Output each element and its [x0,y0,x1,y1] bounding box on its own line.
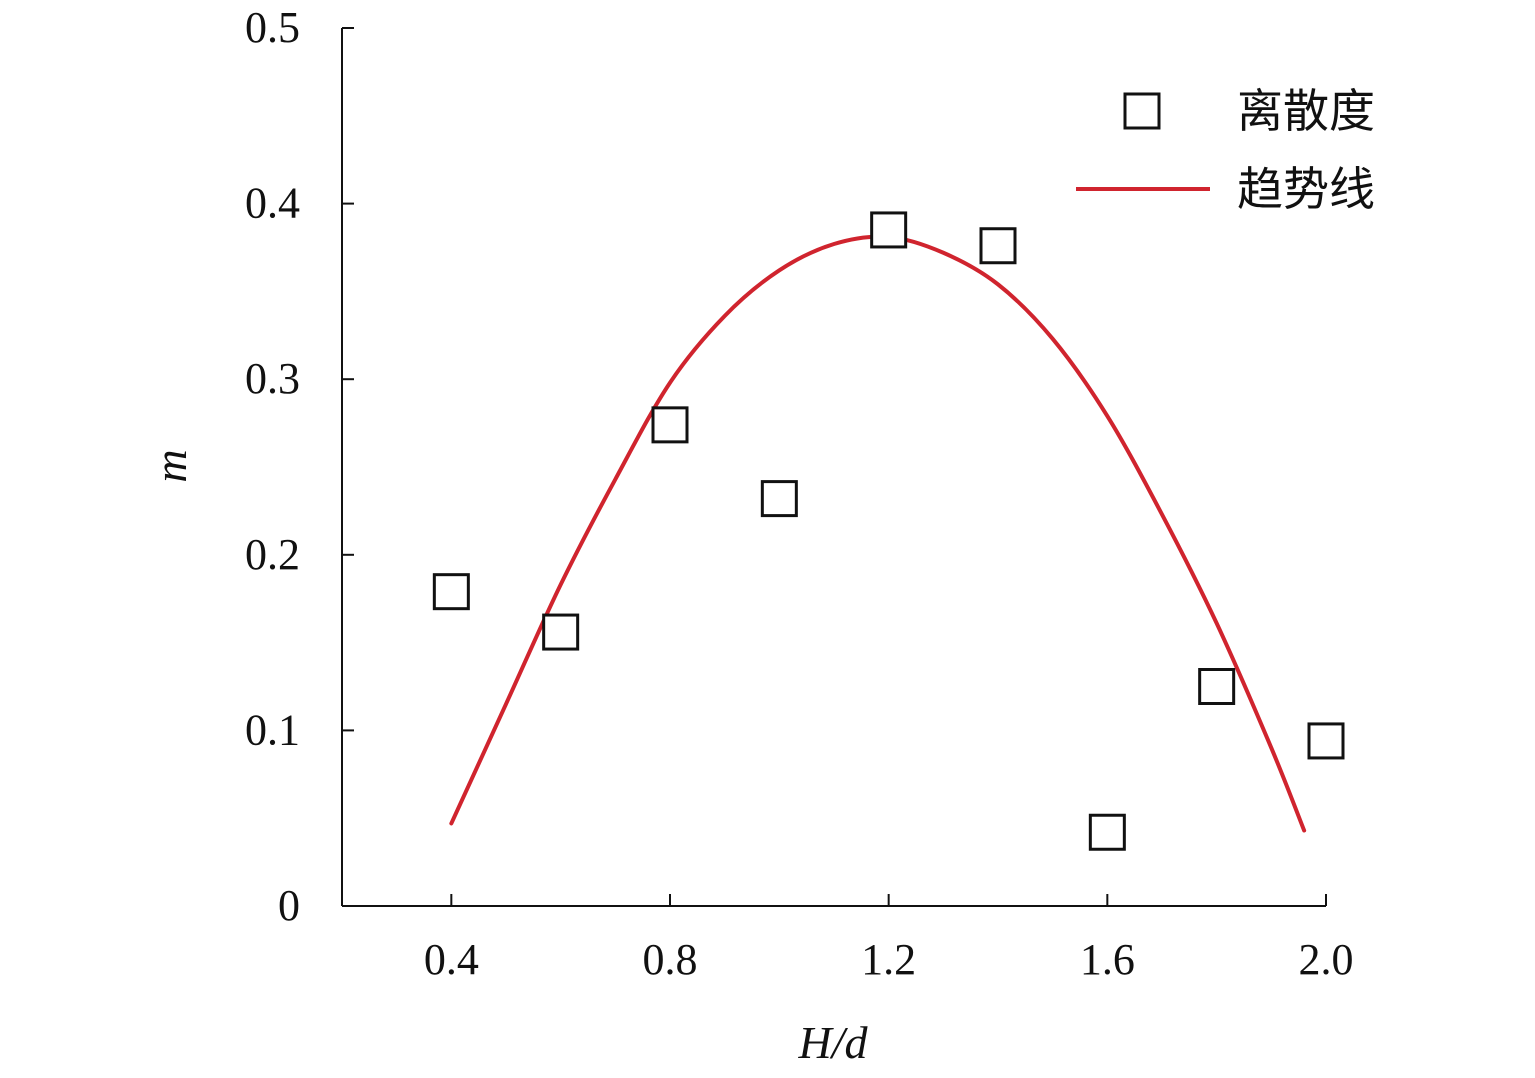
legend-label-trend: 趋势线 [1237,162,1375,216]
y-tick-label: 0.1 [245,705,300,754]
scatter-point [1307,722,1345,760]
y-tick-label: 0.5 [245,3,300,52]
legend-marker-scatter [1123,92,1161,130]
x-tick-label: 1.6 [1080,935,1135,984]
scatter-point [870,211,908,249]
y-tick-label: 0.4 [245,179,300,228]
scatter-point [1088,813,1126,851]
axes: 0 0.1 0.2 0.3 0.4 0.5 0.4 0.8 1.2 1.6 2.0 [245,3,1354,984]
y-tick-label: 0.2 [245,530,300,579]
scatter-point [760,480,798,518]
x-tick-label: 1.2 [861,935,916,984]
scatter-point [651,406,689,444]
trend-line-layer [449,234,1307,833]
y-tick-label: 0 [278,881,300,930]
y-axis-title: m [145,449,196,482]
scatter-points-layer [432,211,1345,851]
x-tick-label: 2.0 [1299,935,1354,984]
trend-line [449,234,1307,833]
x-tick-label: 0.4 [424,935,479,984]
scatter-point [1198,668,1236,705]
x-tick-label: 0.8 [643,935,698,984]
y-tick-label: 0.3 [245,354,300,403]
scatter-point [542,613,580,651]
scatter-point [979,227,1017,265]
legend-label-scatter: 离散度 [1237,84,1375,138]
x-axis-title: H/d [798,1017,869,1068]
scatter-point [432,573,470,611]
